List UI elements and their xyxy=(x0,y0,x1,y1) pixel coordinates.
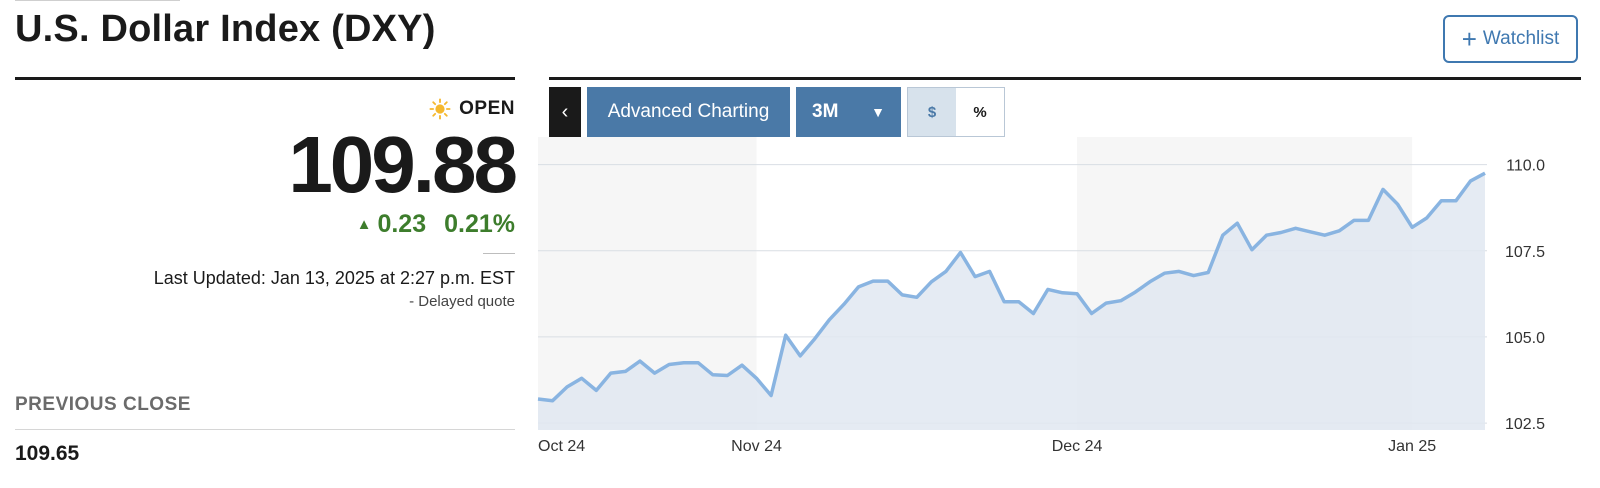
y-tick-label: 105.0 xyxy=(1505,330,1545,347)
market-status: OPEN xyxy=(429,98,515,120)
value-mode-toggle: $ % xyxy=(907,87,1005,137)
change-percent: 0.21% xyxy=(444,210,515,238)
market-status-label: OPEN xyxy=(459,98,515,119)
x-tick-label: Dec 24 xyxy=(1052,438,1103,455)
x-tick-label: Oct 24 xyxy=(538,438,585,455)
change-value: 0.23 xyxy=(377,210,427,238)
previous-close-value: 109.65 xyxy=(15,442,80,465)
top-divider xyxy=(15,0,180,1)
chevron-left-icon[interactable]: ‹ xyxy=(549,87,581,137)
advanced-charting-button[interactable]: Advanced Charting xyxy=(587,87,790,137)
y-tick-label: 102.5 xyxy=(1505,416,1545,433)
price-change: ▲ 0.23 0.21% xyxy=(357,210,515,239)
divider xyxy=(483,253,515,254)
chart-toolbar: ‹ Advanced Charting 3M ▼ $ % xyxy=(549,87,1005,137)
percent-toggle[interactable]: % xyxy=(956,88,1004,136)
x-tick-label: Jan 25 xyxy=(1388,438,1436,455)
y-tick-label: 110.0 xyxy=(1506,158,1545,175)
plus-icon: + xyxy=(1461,24,1477,54)
page-title: U.S. Dollar Index (DXY) xyxy=(15,8,436,50)
last-updated: Last Updated: Jan 13, 2025 at 2:27 p.m. … xyxy=(153,268,515,288)
caret-down-icon: ▼ xyxy=(871,104,885,120)
add-to-watchlist-button[interactable]: + Watchlist xyxy=(1443,15,1578,63)
time-range-dropdown[interactable]: 3M ▼ xyxy=(796,87,901,137)
previous-close-divider xyxy=(15,429,515,430)
price-area-fill xyxy=(538,173,1485,430)
price-series-line xyxy=(537,171,1486,403)
y-tick-label: 107.5 xyxy=(1505,244,1545,261)
x-tick-label: Nov 24 xyxy=(731,438,782,455)
sun-icon xyxy=(429,98,451,120)
chart-divider xyxy=(549,77,1581,80)
up-arrow-icon: ▲ xyxy=(356,216,372,233)
time-range-label: 3M xyxy=(812,101,839,122)
previous-close-label: PREVIOUS CLOSE xyxy=(15,394,191,415)
currency-toggle[interactable]: $ xyxy=(908,88,956,136)
quote-divider xyxy=(15,77,515,80)
delayed-quote-note: - Delayed quote xyxy=(409,293,515,310)
last-price: 109.88 xyxy=(288,120,518,209)
watchlist-label: Watchlist xyxy=(1482,28,1560,49)
